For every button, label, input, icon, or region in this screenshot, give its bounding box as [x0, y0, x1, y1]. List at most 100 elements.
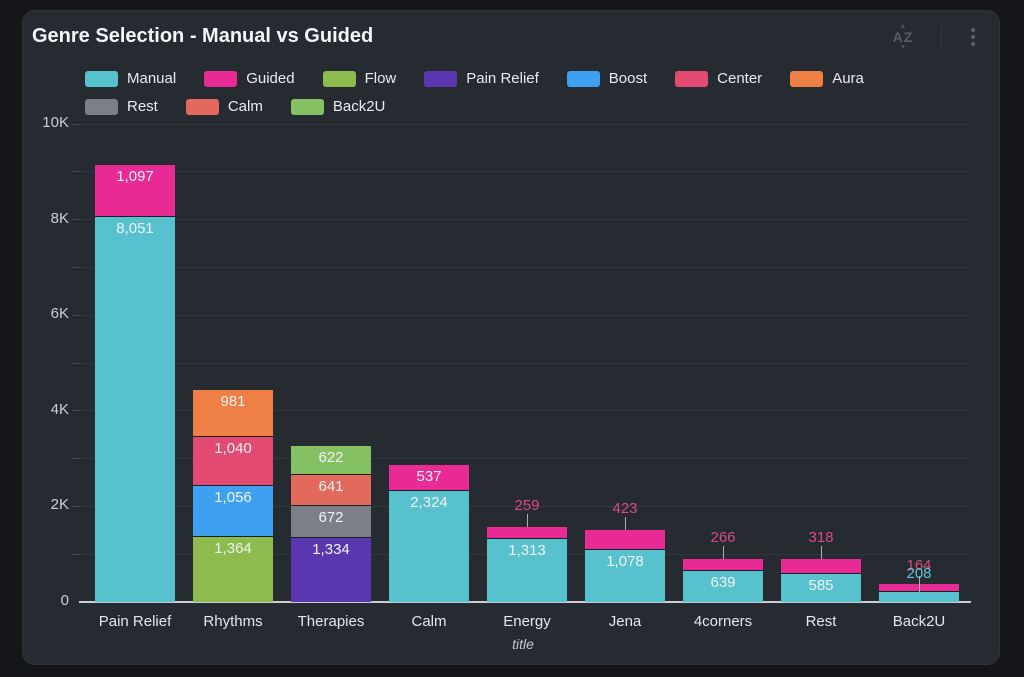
caret-down-icon: ▼: [899, 44, 907, 51]
sort-az-label: AZ: [892, 29, 914, 45]
gridline: [79, 314, 971, 316]
legend-label: Pain Relief: [466, 70, 539, 87]
label-connector-line: [820, 545, 822, 559]
legend-swatch: [424, 70, 458, 87]
bar-segment-calm-guided[interactable]: [389, 465, 469, 491]
label-connector-line: [624, 517, 626, 531]
y-tick-label: 6K: [50, 305, 69, 323]
chart-area: 0 2K 4K 6K 8K 10K 8,051 1,097 Pain Relief 1,364 1,…: [23, 11, 1001, 666]
kebab-menu-icon[interactable]: [961, 23, 985, 51]
sort-az-icon[interactable]: ▲ AZ ▼: [881, 21, 925, 53]
legend-item-guided[interactable]: Guided: [204, 68, 295, 89]
bar-segment-therapies-calm[interactable]: [291, 475, 371, 507]
legend-item-flow[interactable]: Flow: [322, 68, 397, 89]
x-category-label: 4corners: [693, 613, 753, 630]
x-category-label: Jena: [608, 613, 642, 630]
bar-segment-jena-guided[interactable]: [585, 530, 665, 551]
y-tick-label: 4K: [50, 400, 69, 418]
x-category-label: Calm: [411, 613, 447, 630]
legend: Manual Guided Flow Pain Relief Boost Center Au…: [85, 68, 933, 117]
bar-value-label-outside: 266: [710, 528, 736, 546]
bar-value-label-outside: 318: [808, 528, 834, 546]
bar-segment-4corners-manual[interactable]: [683, 571, 763, 602]
legend-label: Calm: [227, 98, 263, 115]
legend-label: Boost: [608, 70, 648, 87]
gridline: [79, 171, 971, 173]
legend-item-calm[interactable]: Calm: [185, 96, 263, 117]
page-title: Genre Selection - Manual vs Guided: [32, 25, 374, 47]
y-tick: [72, 314, 79, 316]
header-divider: [941, 25, 942, 49]
legend-swatch: [85, 98, 118, 115]
legend-swatch: [790, 70, 824, 87]
y-tick-label: 2K: [50, 496, 69, 514]
legend-item-boost[interactable]: Boost: [566, 68, 648, 89]
y-tick: [72, 553, 79, 555]
legend-label: Back2U: [332, 98, 386, 115]
legend-swatch: [675, 70, 709, 87]
label-connector-line: [918, 576, 920, 593]
chart-panel-card: Genre Selection - Manual vs Guided ▲ AZ …: [22, 10, 1000, 665]
y-tick-label: 0: [60, 592, 69, 609]
legend-item-center[interactable]: Center: [675, 68, 762, 89]
gridline: [79, 219, 971, 221]
gridline: [79, 266, 971, 268]
bar-segment-rest-guided[interactable]: [781, 558, 861, 575]
y-tick-label: 10K: [42, 114, 69, 131]
y-tick: [72, 458, 79, 460]
caret-up-icon: ▲: [899, 23, 907, 30]
legend-label: Manual: [127, 70, 177, 87]
legend-label: Guided: [246, 70, 295, 87]
legend-swatch: [204, 70, 238, 87]
legend-label: Flow: [364, 70, 397, 87]
gridline: [79, 123, 971, 125]
bar-segment-back2u-manual[interactable]: [879, 592, 959, 602]
bar-segment-rest-manual[interactable]: [781, 574, 861, 602]
bar-segment-rhythms-flow[interactable]: [193, 536, 273, 602]
y-tick: [72, 505, 79, 507]
legend-item-back2u[interactable]: Back2U: [290, 96, 386, 117]
y-tick: [72, 362, 79, 364]
bar-segment-therapies-rest[interactable]: [291, 506, 371, 539]
y-tick: [72, 219, 79, 221]
bar-segment-pain-relief-guided[interactable]: [95, 164, 175, 218]
label-connector-line: [526, 513, 528, 527]
gridline: [79, 505, 971, 507]
legend-swatch: [322, 70, 356, 87]
x-axis-title: title: [512, 636, 534, 652]
bar-segment-rhythms-aura[interactable]: [193, 389, 273, 437]
legend-item-aura[interactable]: Aura: [790, 68, 864, 89]
y-tick-label: 8K: [50, 209, 69, 227]
bar-segment-jena-manual[interactable]: [585, 550, 665, 602]
y-tick: [72, 171, 79, 173]
bar-segment-energy-manual[interactable]: [487, 539, 567, 602]
bar-segment-pain-relief-manual[interactable]: [95, 217, 175, 602]
bar-segment-rhythms-center[interactable]: [193, 436, 273, 487]
y-tick: [72, 410, 79, 412]
gridline: [79, 410, 971, 412]
x-category-label: Rhythms: [203, 613, 263, 630]
x-category-label: Back2U: [892, 613, 946, 630]
x-category-label: Rest: [805, 613, 837, 630]
legend-swatch: [566, 70, 600, 87]
legend-swatch: [290, 98, 324, 115]
legend-item-rest[interactable]: Rest: [85, 96, 158, 117]
bar-segment-therapies-back2u[interactable]: [291, 445, 371, 476]
bar-segment-energy-guided[interactable]: [487, 526, 567, 540]
legend-swatch: [185, 98, 219, 115]
bar-value-label-outside: 423: [612, 500, 638, 518]
y-tick: [72, 266, 79, 268]
legend-item-manual[interactable]: Manual: [85, 68, 176, 89]
bar-segment-4corners-guided[interactable]: [683, 558, 763, 572]
y-tick: [72, 123, 79, 125]
gridline: [79, 362, 971, 364]
bar-segment-therapies-pain-relief[interactable]: [291, 538, 371, 602]
legend-label: Aura: [832, 70, 864, 87]
bar-value-label-outside: 164: [906, 557, 932, 575]
legend-label: Center: [717, 70, 763, 87]
legend-swatch: [85, 70, 118, 87]
legend-item-pain-relief[interactable]: Pain Relief: [424, 68, 539, 89]
bar-segment-calm-manual[interactable]: [389, 490, 469, 602]
bar-segment-rhythms-boost[interactable]: [193, 486, 273, 537]
